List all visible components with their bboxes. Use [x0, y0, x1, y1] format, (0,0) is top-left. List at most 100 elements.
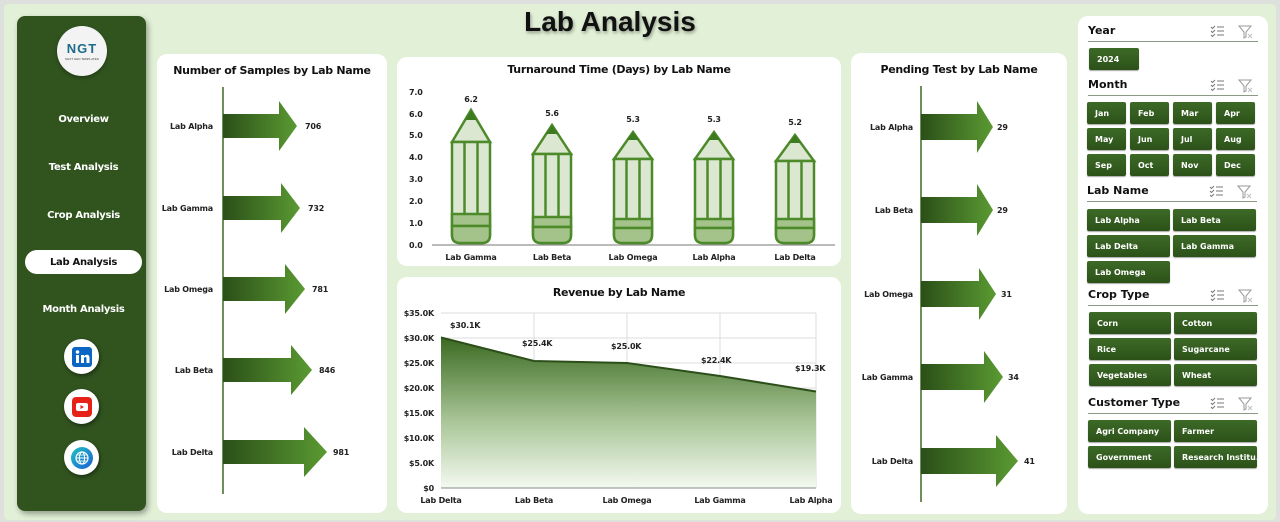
month-option[interactable]: Feb [1130, 102, 1169, 124]
svg-text:Lab Alpha: Lab Alpha [870, 123, 913, 132]
logo: NGT NEXT GEN TEMPLATES [57, 26, 107, 76]
customer-type-option[interactable]: Agri Company [1088, 420, 1171, 442]
website-button[interactable] [64, 440, 99, 475]
pencil-lab-alpha [692, 129, 736, 245]
multi-select-icon[interactable] [1209, 185, 1223, 197]
month-option[interactable]: Sep [1087, 154, 1126, 176]
svg-text:Lab Delta: Lab Delta [420, 496, 461, 505]
crop-type-option[interactable]: Wheat [1174, 364, 1257, 386]
month-option[interactable]: May [1087, 128, 1126, 150]
customer-type-filter-label: Customer Type [1088, 396, 1181, 409]
bar-lab-delta: Lab Delta 981 [172, 427, 350, 477]
clear-filter-icon[interactable] [1237, 185, 1253, 199]
revenue-chart-card: Revenue by Lab Name $0 $5.0 [397, 277, 841, 513]
bar-lab-alpha: Lab Alpha 706 [170, 101, 322, 151]
month-option[interactable]: Mar [1173, 102, 1212, 124]
month-option[interactable]: Oct [1130, 154, 1169, 176]
month-filter-label: Month [1088, 78, 1128, 91]
lab-name-option[interactable]: Lab Delta [1087, 235, 1170, 257]
youtube-button[interactable] [64, 389, 99, 424]
linkedin-button[interactable] [64, 339, 99, 374]
multi-select-icon[interactable] [1210, 79, 1224, 91]
svg-text:$20.0K: $20.0K [404, 384, 435, 393]
data-labels: 6.2 5.6 5.3 5.3 5.2 [464, 95, 802, 127]
multi-select-icon[interactable] [1210, 25, 1224, 37]
crop-type-option[interactable]: Cotton [1174, 312, 1257, 334]
logo-subtitle: NEXT GEN TEMPLATES [65, 57, 99, 61]
pending-chart-card: Pending Test by Lab Name Lab Alpha 29 La… [851, 53, 1067, 514]
customer-type-option[interactable]: Farmer [1174, 420, 1257, 442]
bar-lab-beta: Lab Beta 846 [175, 345, 336, 395]
svg-text:Lab Omega: Lab Omega [609, 253, 658, 262]
svg-text:4.0: 4.0 [409, 153, 423, 162]
bar-lab-omega: Lab Omega 31 [864, 268, 1013, 320]
nav-label: Month Analysis [42, 303, 125, 315]
chart-title: Revenue by Lab Name [552, 286, 686, 299]
svg-text:Lab Delta: Lab Delta [172, 448, 213, 457]
bar-lab-alpha: Lab Alpha 29 [870, 101, 1009, 153]
month-option[interactable]: Dec [1216, 154, 1255, 176]
nav-lab-analysis[interactable]: Lab Analysis [25, 250, 142, 274]
nav-crop-analysis[interactable]: Crop Analysis [25, 203, 142, 227]
month-option[interactable]: Jan [1087, 102, 1126, 124]
svg-text:34: 34 [1008, 373, 1019, 382]
youtube-icon [71, 396, 92, 417]
y-axis: $0 $5.0K $10.0K $15.0K $20.0K $25.0K $30… [404, 309, 436, 493]
page-title: Lab Analysis [524, 6, 696, 37]
crop-type-option[interactable]: Corn [1089, 312, 1171, 334]
svg-text:Lab Omega: Lab Omega [864, 290, 913, 299]
nav-month-analysis[interactable]: Month Analysis [25, 297, 142, 321]
crop-type-filter-label: Crop Type [1088, 288, 1150, 301]
year-filter-header: Year [1088, 22, 1258, 42]
lab-name-option[interactable]: Lab Gamma [1173, 235, 1256, 257]
svg-text:Lab Alpha: Lab Alpha [170, 122, 213, 131]
nav-test-analysis[interactable]: Test Analysis [25, 155, 142, 179]
clear-filter-icon[interactable] [1238, 289, 1254, 303]
pencil-lab-beta [530, 122, 574, 245]
svg-text:981: 981 [333, 448, 350, 457]
svg-text:5.0: 5.0 [409, 131, 423, 140]
crop-type-option[interactable]: Vegetables [1089, 364, 1171, 386]
month-option[interactable]: Jun [1130, 128, 1169, 150]
clear-filter-icon[interactable] [1238, 79, 1254, 93]
pencil-lab-gamma [449, 107, 493, 245]
crop-type-option[interactable]: Rice [1089, 338, 1171, 360]
bar-lab-omega: Lab Omega 781 [164, 264, 329, 314]
clear-filter-icon[interactable] [1238, 25, 1254, 39]
svg-text:0.0: 0.0 [409, 241, 423, 250]
svg-text:5.3: 5.3 [707, 115, 721, 124]
lab-name-option[interactable]: Lab Omega [1087, 261, 1170, 283]
lab-name-option[interactable]: Lab Alpha [1087, 209, 1170, 231]
customer-type-option[interactable]: Government [1088, 446, 1171, 468]
clear-filter-icon[interactable] [1238, 397, 1254, 411]
lab-name-option[interactable]: Lab Beta [1173, 209, 1256, 231]
lab-name-filter-label: Lab Name [1087, 184, 1149, 197]
svg-text:Lab Gamma: Lab Gamma [862, 373, 913, 382]
svg-text:6.0: 6.0 [409, 110, 423, 119]
chart-title: Number of Samples by Lab Name [173, 64, 371, 77]
month-option[interactable]: Nov [1173, 154, 1212, 176]
month-option[interactable]: Aug [1216, 128, 1255, 150]
month-option[interactable]: Apr [1216, 102, 1255, 124]
svg-text:$22.4K: $22.4K [701, 356, 732, 365]
svg-text:29: 29 [997, 123, 1008, 132]
nav-label: Lab Analysis [49, 256, 118, 268]
nav-overview[interactable]: Overview [25, 107, 142, 131]
svg-text:$35.0K: $35.0K [404, 309, 435, 318]
multi-select-icon[interactable] [1210, 397, 1224, 409]
month-option[interactable]: Jul [1173, 128, 1212, 150]
svg-text:5.3: 5.3 [626, 115, 640, 124]
bar-lab-beta: Lab Beta 29 [875, 184, 1009, 236]
svg-text:Lab Beta: Lab Beta [175, 366, 213, 375]
svg-text:6.2: 6.2 [464, 95, 478, 104]
svg-text:1.0: 1.0 [409, 219, 423, 228]
crop-type-option[interactable]: Sugarcane [1174, 338, 1257, 360]
year-option[interactable]: 2024 [1089, 48, 1139, 70]
svg-text:Lab Beta: Lab Beta [515, 496, 553, 505]
multi-select-icon[interactable] [1210, 289, 1224, 301]
x-axis: Lab Delta Lab Beta Lab Omega Lab Gamma L… [420, 496, 832, 505]
svg-text:Lab Gamma: Lab Gamma [445, 253, 496, 262]
turnaround-chart-card: Turnaround Time (Days) by Lab Name 0.0 1… [397, 57, 841, 266]
customer-type-option[interactable]: Research Institu... [1174, 446, 1257, 468]
svg-text:Lab Beta: Lab Beta [533, 253, 571, 262]
